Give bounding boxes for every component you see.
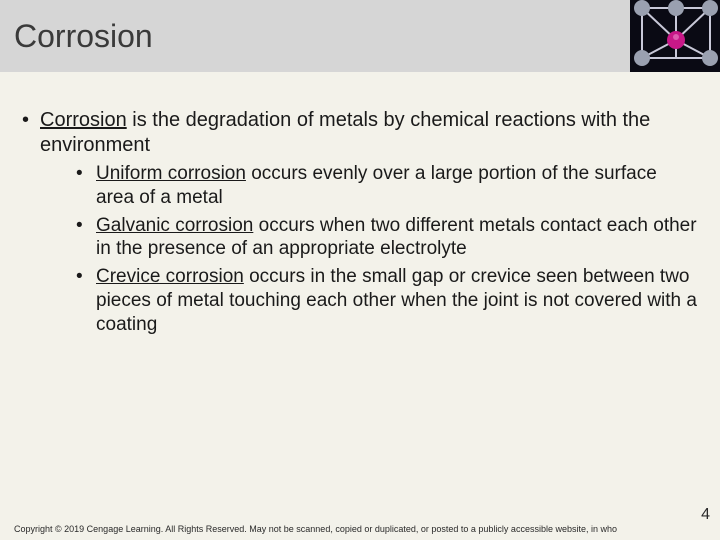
- list-item: Galvanic corrosion occurs when two diffe…: [74, 214, 700, 262]
- sub-term: Uniform corrosion: [96, 163, 246, 184]
- main-bullet: Corrosion is the degradation of metals b…: [20, 108, 700, 336]
- copyright-footer: Copyright © 2019 Cengage Learning. All R…: [14, 524, 720, 534]
- decorative-lattice-image: [630, 0, 720, 72]
- sub-term: Galvanic corrosion: [96, 215, 253, 236]
- sub-bullet-list: Uniform corrosion occurs evenly over a l…: [74, 162, 700, 336]
- page-number: 4: [701, 506, 710, 524]
- main-bullet-text: is the degradation of metals by chemical…: [40, 109, 650, 156]
- sub-term: Crevice corrosion: [96, 266, 244, 287]
- list-item: Uniform corrosion occurs evenly over a l…: [74, 162, 700, 210]
- title-bar: Corrosion: [0, 0, 720, 72]
- main-bullet-term: Corrosion: [40, 109, 127, 131]
- content-area: Corrosion is the degradation of metals b…: [0, 72, 720, 336]
- top-bullet-list: Corrosion is the degradation of metals b…: [20, 108, 700, 336]
- list-item: Crevice corrosion occurs in the small ga…: [74, 265, 700, 336]
- slide-title: Corrosion: [14, 18, 153, 55]
